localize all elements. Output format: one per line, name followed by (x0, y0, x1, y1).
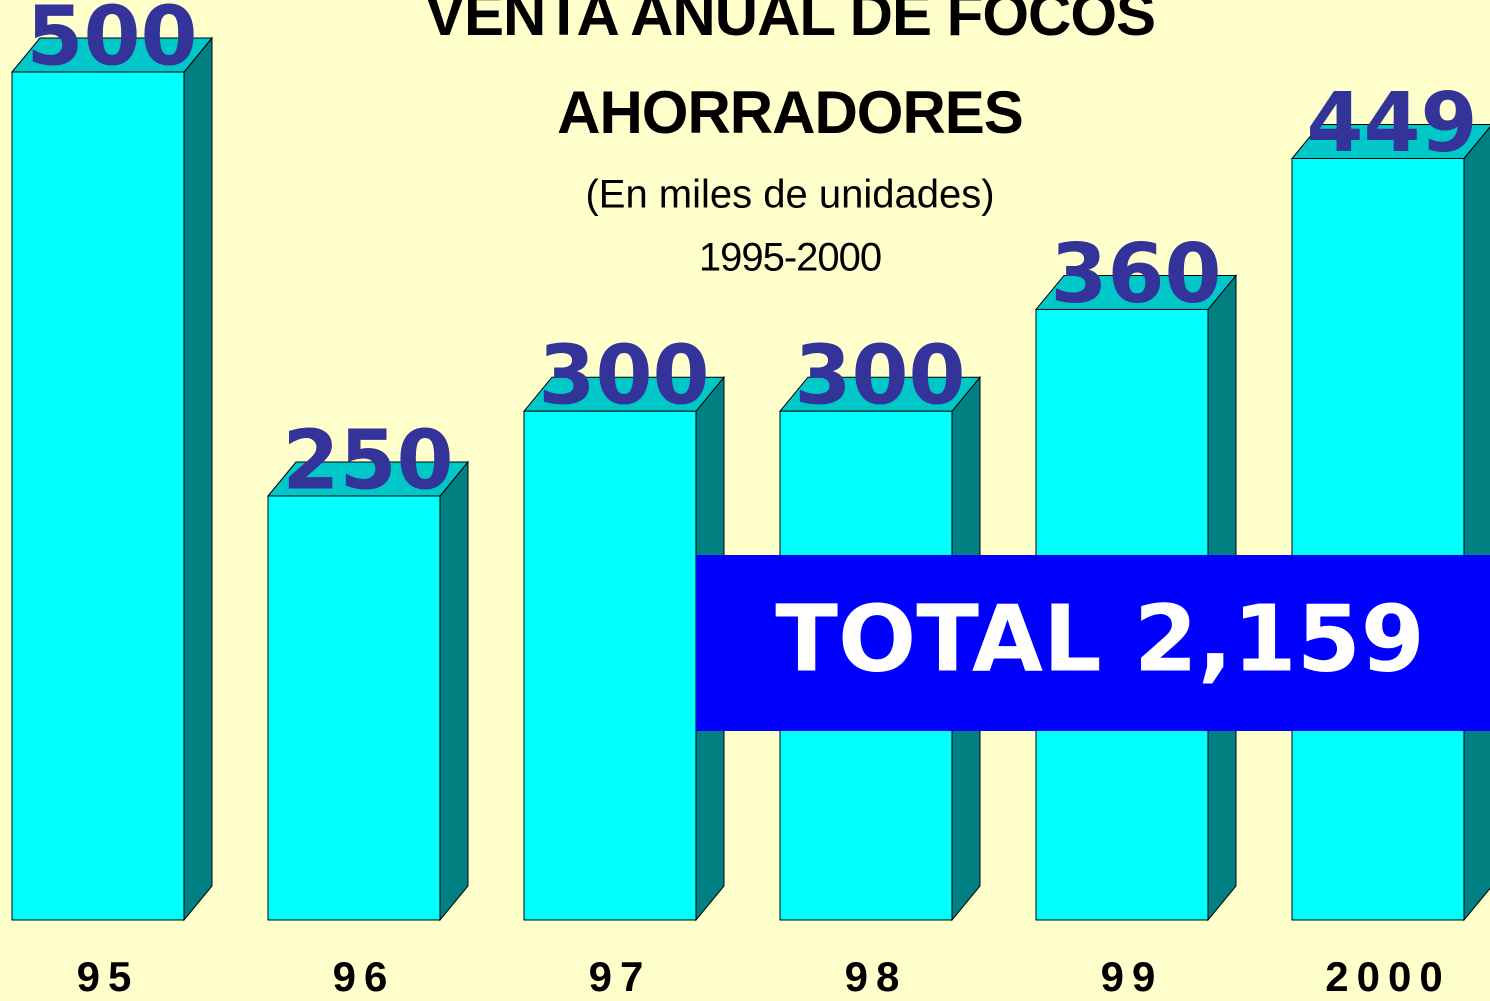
value-label: 300 (538, 329, 709, 424)
value-label: 300 (794, 329, 965, 424)
value-label: 500 (26, 0, 197, 84)
x-tick-label: 2000 (1325, 953, 1450, 1000)
chart-subtitle: (En miles de unidades) (585, 173, 994, 217)
value-label: 360 (1050, 227, 1221, 322)
value-label: 449 (1306, 76, 1477, 171)
chart-period: 1995-2000 (699, 236, 881, 280)
bar-side (183, 36, 213, 922)
x-tick-label: 98 (845, 953, 908, 1000)
annotation: TOTAL 2,159 (775, 585, 1424, 692)
bar (267, 495, 441, 921)
bar (11, 71, 185, 921)
x-tick-label: 97 (589, 953, 652, 1000)
bar-side (1463, 126, 1490, 922)
x-tick-label: 99 (1101, 953, 1164, 1000)
annotation-box (696, 555, 1490, 731)
bar-side (439, 460, 469, 922)
bar (523, 410, 697, 921)
value-label: 250 (282, 413, 453, 508)
bar (1291, 157, 1465, 921)
chart-title: VENTA ANUAL DE FOCOS AHORRADORES (424, 0, 1156, 146)
x-tick-label: 95 (77, 953, 140, 1000)
x-tick-label: 96 (333, 953, 396, 1000)
